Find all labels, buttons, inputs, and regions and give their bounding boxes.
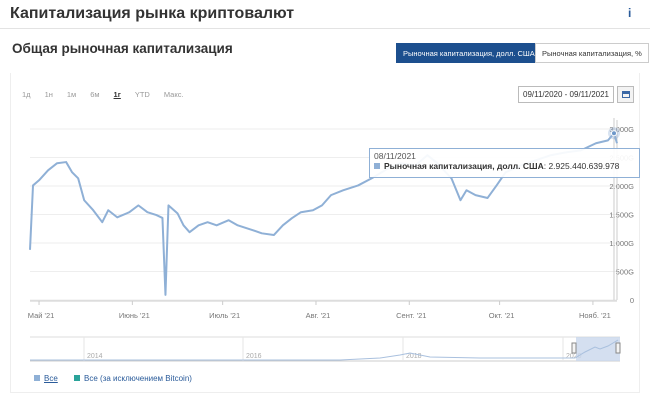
y-tick-label: 1.000G	[609, 239, 634, 248]
legend-marker	[34, 375, 40, 381]
navigator-handle-left	[571, 342, 577, 354]
date-range-input[interactable]: 09/11/2020 - 09/11/2021	[518, 86, 614, 103]
range-1w[interactable]: 1н	[44, 90, 53, 99]
y-tick-label: 1.500G	[609, 211, 634, 220]
legend-item-all-ex-bitcoin[interactable]: Все (за исключением Bitcoin)	[74, 374, 206, 383]
tab-market-cap-percent[interactable]: Рыночная капитализация, %	[535, 43, 649, 63]
y-tick-label: 2.000G	[609, 182, 634, 191]
range-1y[interactable]: 1г	[113, 90, 121, 99]
y-tick-label: 0	[630, 296, 634, 305]
range-selector: 1д 1н 1м 6м 1г YTD Макс.	[22, 90, 198, 99]
x-tick-label: Июль '21	[209, 311, 240, 320]
calendar-button[interactable]	[617, 86, 634, 103]
info-icon[interactable]: i	[628, 6, 632, 20]
tooltip-date: 08/11/2021	[374, 151, 416, 161]
range-ytd[interactable]: YTD	[134, 90, 150, 99]
range-6m[interactable]: 6м	[90, 90, 100, 99]
navigator-handle-right	[615, 342, 621, 354]
range-max[interactable]: Макс.	[163, 90, 184, 99]
calendar-icon	[622, 91, 630, 98]
chart-panel	[10, 73, 640, 393]
navigator-selection	[576, 337, 620, 361]
range-1m[interactable]: 1м	[66, 90, 77, 99]
navigator-year-label: 2014	[87, 353, 103, 360]
legend-item-all[interactable]: Все	[34, 374, 58, 383]
x-tick-label: Июнь '21	[119, 311, 150, 320]
navigator-year-label: 2016	[246, 353, 262, 360]
x-tick-label: Май '21	[28, 311, 55, 320]
x-tick-label: Нояб. '21	[579, 311, 611, 320]
legend-label: Все (за исключением Bitcoin)	[84, 374, 192, 383]
x-tick-label: Сент. '21	[396, 311, 426, 320]
tooltip-series-marker	[374, 163, 380, 169]
legend-label: Все	[44, 374, 58, 383]
legend: Все Все (за исключением Bitcoin)	[34, 374, 220, 383]
navigator-year-label: 2020	[566, 353, 582, 360]
tooltip: 08/11/2021 Рыночная капитализация, долл.…	[369, 148, 640, 178]
navigator-year-label: 2018	[406, 353, 422, 360]
section-title: Общая рыночная капитализация	[12, 41, 233, 56]
x-tick-label: Авг. '21	[306, 311, 331, 320]
y-tick-label: 3.000G	[609, 125, 634, 134]
navigator-line	[30, 339, 619, 361]
range-1d[interactable]: 1д	[22, 90, 31, 99]
y-tick-label: 500G	[616, 268, 635, 277]
divider	[0, 28, 650, 29]
x-tick-label: Окт. '21	[489, 311, 515, 320]
tooltip-series: Рыночная капитализация, долл. США	[384, 161, 544, 171]
hover-point	[610, 130, 617, 137]
legend-marker	[74, 375, 81, 381]
page-title: Капитализация рынка криптовалют	[10, 5, 295, 22]
tooltip-value: 2.925.440.639.978	[548, 161, 620, 171]
